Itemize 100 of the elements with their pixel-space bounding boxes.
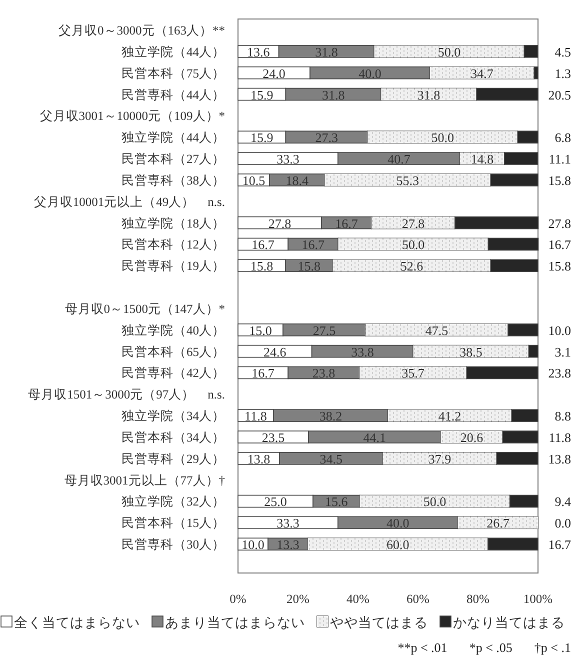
- y-tick-label: 父月収10001元以上（49人） n.s.: [34, 194, 225, 209]
- legend-label: かなり当てはまる: [453, 615, 565, 630]
- data-label: 25.0: [264, 494, 287, 510]
- data-label: 31.8: [322, 87, 345, 102]
- y-tick-label: 母月収0～1500元（147人）*: [64, 302, 225, 316]
- y-tick-label: 民営専科（30人）: [122, 538, 225, 552]
- data-label: 33.3: [276, 516, 300, 531]
- data-label: 27.3: [315, 130, 338, 146]
- data-label: 6.8: [554, 130, 571, 146]
- y-tick-label: 独立学院（18人）: [122, 215, 225, 230]
- y-tick-label: 民営専科（42人）: [122, 366, 225, 380]
- data-label: 31.8: [315, 44, 338, 60]
- data-label: 26.7: [486, 516, 510, 531]
- data-label: 0.0: [554, 516, 571, 531]
- y-tick-label: 民営専科（19人）: [122, 259, 225, 274]
- data-label: 27.8: [268, 216, 292, 231]
- data-label: 11.8: [548, 430, 571, 445]
- data-label: 15.6: [325, 494, 348, 510]
- data-label: 4.5: [554, 44, 571, 60]
- x-tick-label: 0%: [230, 592, 246, 606]
- x-tick-label: 80%: [466, 592, 490, 606]
- text: **p < .01: [398, 640, 448, 655]
- data-label: 16.7: [252, 237, 275, 252]
- y-tick-label: 母月収1501～3000元（97人） n.s.: [28, 388, 225, 402]
- data-label: 40.7: [388, 152, 411, 167]
- data-label: 16.7: [548, 237, 572, 252]
- data-label: 15.8: [548, 258, 571, 274]
- x-tick-label: 60%: [406, 592, 430, 606]
- data-label: 16.7: [335, 216, 358, 231]
- y-tick-label: 父月収0～3000元（163人）**: [58, 24, 225, 38]
- data-label: 52.6: [400, 258, 424, 274]
- data-label: 18.4: [286, 172, 309, 188]
- data-label: 27.8: [548, 216, 571, 231]
- data-label: 24.0: [262, 66, 286, 81]
- data-label: 47.5: [425, 322, 448, 338]
- data-label: 35.7: [402, 366, 425, 381]
- y-tick-label: 民営本科（65人）: [122, 344, 225, 359]
- data-label: 27.5: [312, 322, 336, 338]
- data-label: 13.8: [247, 451, 270, 466]
- data-label: 10.5: [242, 172, 266, 188]
- data-label: 15.9: [250, 87, 274, 102]
- y-tick-label: 民営本科（34人）: [122, 430, 225, 444]
- data-label: 38.5: [460, 344, 482, 360]
- data-label: 33.3: [276, 152, 300, 167]
- data-label: 50.0: [431, 130, 454, 146]
- data-label: 23.8: [548, 366, 571, 381]
- y-tick-label: 民営本科（27人）: [122, 152, 225, 166]
- data-label: 33.8: [351, 344, 374, 360]
- data-label: 10.0: [548, 322, 571, 338]
- y-tick-label: 民営専科（44人）: [122, 88, 225, 102]
- data-label: 15.8: [298, 258, 320, 274]
- data-label: 50.0: [402, 237, 425, 252]
- data-label: 13.3: [276, 537, 300, 552]
- legend-label: 全く当てはまらない: [14, 615, 140, 630]
- data-label: 11.1: [548, 152, 571, 167]
- data-label: 10.0: [242, 537, 264, 552]
- data-label: 40.0: [386, 516, 410, 531]
- data-label: 20.5: [548, 87, 571, 102]
- data-label: 15.8: [548, 172, 571, 188]
- y-tick-label: 民営本科（75人）: [122, 66, 225, 80]
- data-label: 11.8: [244, 408, 267, 424]
- y-tick-label: 民営本科（15人）: [122, 516, 225, 530]
- data-label: 15.0: [249, 322, 272, 338]
- data-label: 40.0: [358, 66, 382, 81]
- legend-label: あまり当てはまらない: [165, 615, 305, 630]
- data-label: 31.8: [417, 87, 440, 102]
- data-label: 41.2: [438, 408, 462, 424]
- x-tick-label: 20%: [286, 592, 310, 606]
- data-label: 15.9: [250, 130, 274, 146]
- y-tick-label: 民営専科（29人）: [122, 452, 225, 466]
- y-tick-label: 独立学院（40人）: [122, 322, 225, 338]
- x-tick-label: 40%: [346, 592, 370, 606]
- data-label: 13.8: [548, 451, 571, 466]
- data-label: 24.6: [264, 344, 287, 360]
- data-label: 50.0: [423, 494, 446, 510]
- data-label: 16.7: [252, 366, 275, 381]
- legend-label: やや当てはまる: [330, 615, 428, 630]
- data-label: 27.8: [402, 216, 425, 231]
- data-label: 20.6: [460, 430, 484, 445]
- y-tick-label: 父月収3001～10000元（109人）*: [40, 109, 225, 124]
- text: *p < .05: [469, 640, 512, 655]
- data-label: 23.8: [312, 366, 336, 381]
- data-label: 55.3: [396, 172, 420, 188]
- data-label: 1.3: [554, 66, 571, 81]
- y-tick-label: 母月収3001元以上（77人）†: [64, 473, 225, 488]
- data-label: 13.6: [247, 44, 270, 60]
- y-tick-label: 独立学院（32人）: [122, 494, 225, 509]
- data-label: 16.7: [548, 537, 572, 552]
- x-tick-label: 100%: [523, 592, 553, 606]
- text: †p < .1: [534, 640, 571, 655]
- data-label: 3.1: [554, 344, 571, 360]
- data-label: 37.9: [428, 451, 452, 466]
- data-label: 8.8: [554, 408, 571, 424]
- data-label: 44.1: [363, 430, 386, 445]
- data-label: 23.5: [262, 430, 285, 445]
- data-label: 9.4: [554, 494, 572, 510]
- y-tick-label: 独立学院（34人）: [122, 408, 225, 424]
- y-tick-label: 民営本科（12人）: [122, 238, 225, 252]
- data-label: 34.7: [470, 66, 494, 81]
- y-tick-label: 民営専科（38人）: [122, 173, 225, 188]
